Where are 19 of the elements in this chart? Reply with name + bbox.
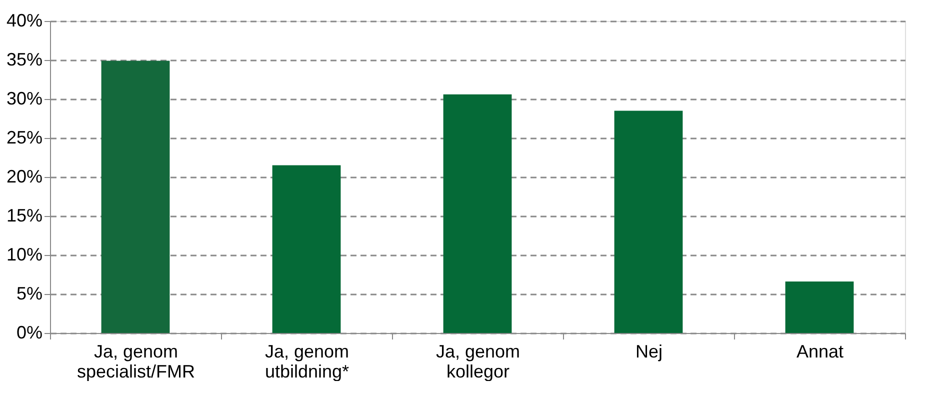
y-tick-label: 25% bbox=[6, 128, 42, 148]
y-tick-label: 40% bbox=[6, 10, 42, 30]
y-tick-label: 0% bbox=[16, 322, 42, 342]
bar bbox=[785, 282, 854, 333]
bar bbox=[101, 60, 170, 333]
x-tick-label: Ja, genom kollegor bbox=[436, 342, 520, 382]
bar bbox=[443, 94, 512, 333]
y-tick-label: 15% bbox=[6, 206, 42, 226]
y-tick-label: 20% bbox=[6, 166, 42, 186]
bar bbox=[272, 165, 341, 333]
x-tick-label: Ja, genom utbildning* bbox=[264, 342, 350, 382]
x-tick-label: Annat bbox=[796, 342, 844, 362]
bar bbox=[614, 110, 683, 333]
x-tick-label: Ja, genom specialist/FMR bbox=[76, 342, 196, 382]
y-tick-label: 5% bbox=[16, 284, 42, 304]
x-tick-label: Nej bbox=[635, 342, 663, 362]
y-tick-label: 35% bbox=[6, 50, 42, 70]
y-tick-label: 30% bbox=[6, 88, 42, 108]
y-tick-label: 10% bbox=[6, 244, 42, 264]
